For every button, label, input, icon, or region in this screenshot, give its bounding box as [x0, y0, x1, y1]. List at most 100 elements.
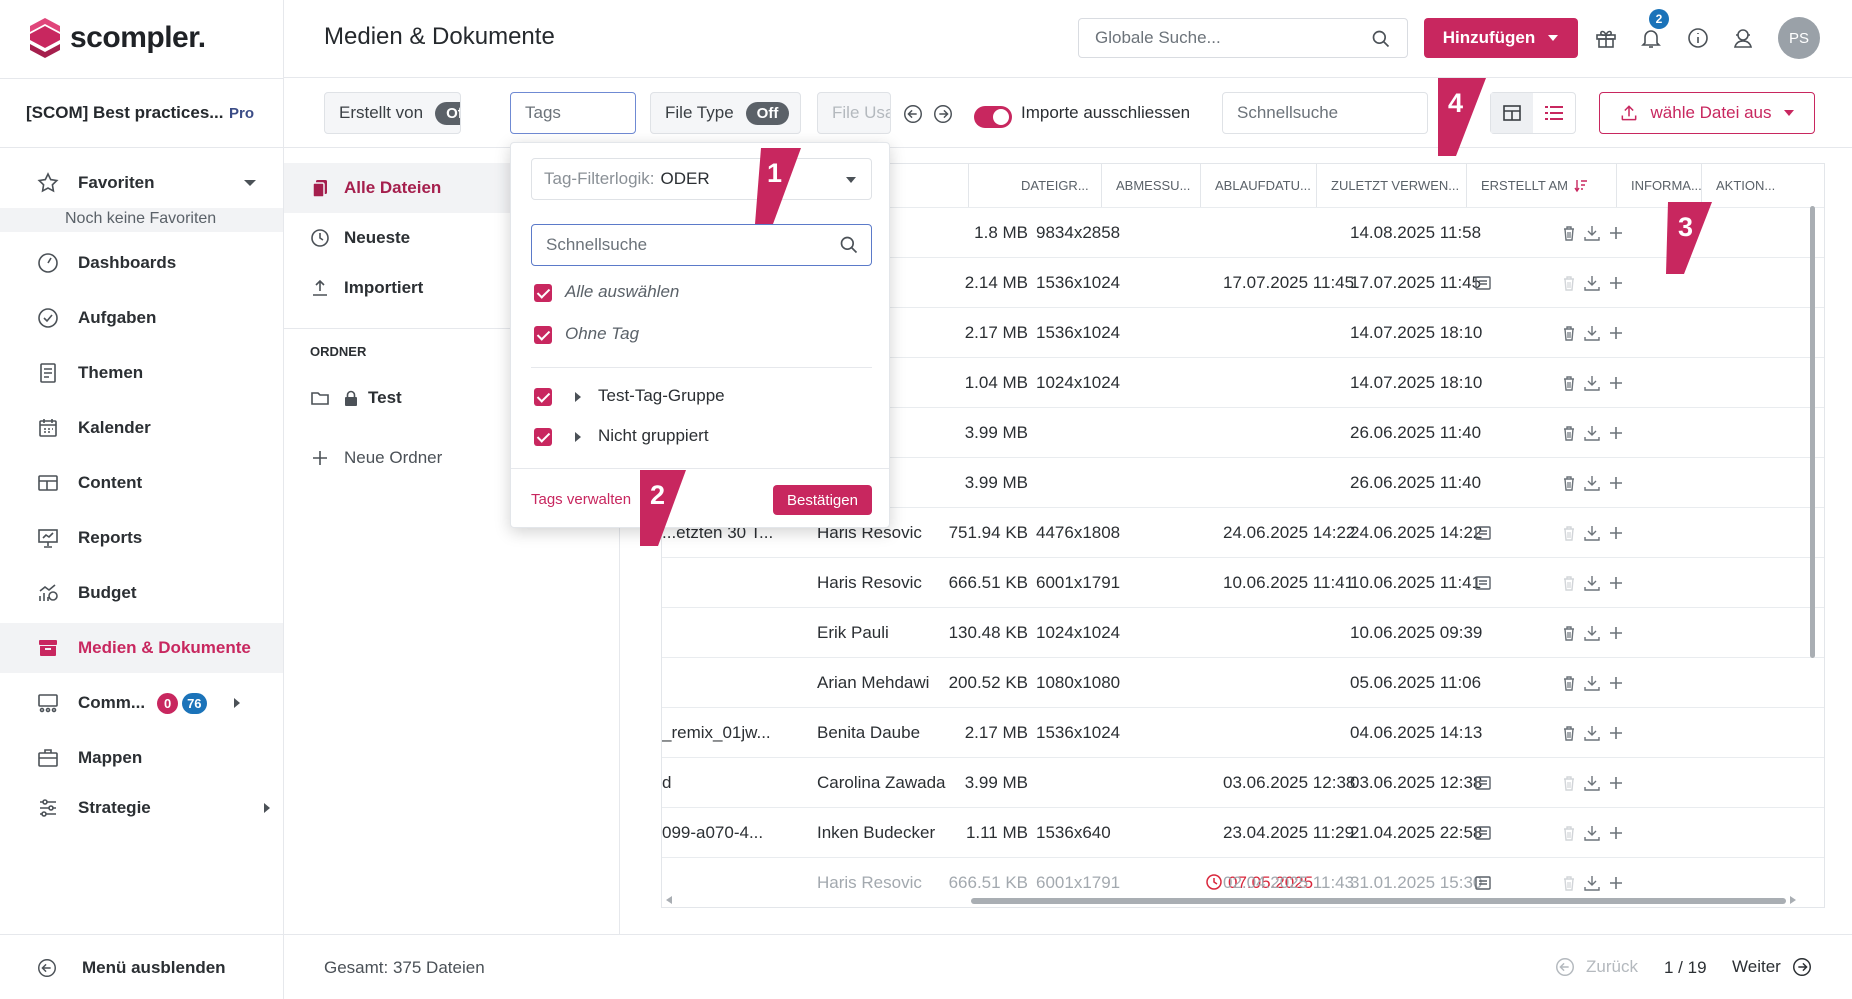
download-icon[interactable]: [1583, 524, 1601, 542]
file-info-icon[interactable]: [1474, 774, 1492, 792]
search-icon[interactable]: [1371, 29, 1391, 49]
delete-icon[interactable]: [1560, 624, 1578, 642]
sidebar-item-medien[interactable]: Medien & Dokumente: [0, 623, 283, 673]
add-icon[interactable]: [1607, 474, 1625, 492]
folder-item-test[interactable]: Test: [284, 373, 620, 423]
download-icon[interactable]: [1583, 774, 1601, 792]
tag-filter-logic-select[interactable]: Tag-Filterlogik: ODER: [531, 158, 872, 200]
global-search[interactable]: [1078, 18, 1408, 58]
sort-desc-icon[interactable]: [1574, 179, 1588, 193]
exclude-imports-toggle[interactable]: [974, 106, 1012, 128]
info-icon[interactable]: [1686, 26, 1710, 50]
delete-icon[interactable]: [1560, 674, 1578, 692]
download-icon[interactable]: [1583, 324, 1601, 342]
download-icon[interactable]: [1583, 874, 1601, 892]
logo[interactable]: scompler.: [26, 14, 206, 62]
table-row[interactable]: Erik Pauli 130.48 KB 1024x1024 10.06.2025 0…: [662, 607, 1824, 657]
add-icon[interactable]: [1607, 824, 1625, 842]
chevron-down-icon[interactable]: [243, 178, 257, 188]
add-icon[interactable]: [1607, 424, 1625, 442]
download-icon[interactable]: [1583, 224, 1601, 242]
delete-icon[interactable]: [1560, 374, 1578, 392]
file-info-icon[interactable]: [1474, 824, 1492, 842]
add-icon[interactable]: [1607, 374, 1625, 392]
delete-icon[interactable]: [1560, 224, 1578, 242]
scroll-left-icon[interactable]: [902, 103, 924, 125]
select-all-checkbox[interactable]: [534, 284, 552, 302]
sidebar-item-favorites[interactable]: Favoriten: [0, 158, 283, 208]
file-info-icon[interactable]: [1474, 874, 1492, 892]
collapse-menu[interactable]: Menü ausblenden: [0, 934, 283, 999]
add-icon[interactable]: [1607, 674, 1625, 692]
quick-search-input[interactable]: [1223, 93, 1419, 133]
download-icon[interactable]: [1583, 724, 1601, 742]
download-icon[interactable]: [1583, 374, 1601, 392]
view-list-button[interactable]: [1533, 93, 1575, 133]
tag-search-input[interactable]: [532, 225, 822, 265]
add-icon[interactable]: [1607, 524, 1625, 542]
next-page-button[interactable]: Weiter: [1732, 956, 1813, 978]
column-header[interactable]: ABLAUFDATU...: [1201, 164, 1317, 207]
add-icon[interactable]: [1607, 574, 1625, 592]
sidebar-item-community[interactable]: Comm... 0 76: [0, 678, 283, 728]
add-icon[interactable]: [1607, 624, 1625, 642]
sidebar-item-themen[interactable]: Themen: [0, 348, 283, 398]
sidebar-item-aufgaben[interactable]: Aufgaben: [0, 293, 283, 343]
column-header[interactable]: AKTION...: [1702, 164, 1824, 207]
scroll-left-arrow-icon[interactable]: [664, 895, 674, 905]
file-info-icon[interactable]: [1474, 524, 1492, 542]
tag-group-checkbox[interactable]: [534, 428, 552, 446]
file-info-icon[interactable]: [1474, 274, 1492, 292]
delete-icon[interactable]: [1560, 274, 1578, 292]
table-row[interactable]: Haris Resovic 666.51 KB 6001x1791 10.06.202…: [662, 557, 1824, 607]
sidebar-item-strategie[interactable]: Strategie: [0, 783, 283, 833]
upload-file-button[interactable]: wähle Datei aus: [1599, 92, 1815, 134]
folder-nav-newest[interactable]: Neueste: [284, 213, 620, 263]
add-icon[interactable]: [1607, 324, 1625, 342]
horizontal-scrollbar[interactable]: [971, 898, 1786, 904]
tag-search[interactable]: [531, 224, 872, 266]
download-icon[interactable]: [1583, 624, 1601, 642]
avatar[interactable]: PS: [1778, 17, 1820, 59]
confirm-button[interactable]: Bestätigen: [773, 485, 872, 515]
table-row[interactable]: 099-a070-4... Inken Budecker 1.11 MB 1536x6…: [662, 807, 1824, 857]
new-folder-button[interactable]: Neue Ordner: [284, 433, 620, 483]
delete-icon[interactable]: [1560, 574, 1578, 592]
add-icon[interactable]: [1607, 274, 1625, 292]
notifications[interactable]: 2: [1639, 9, 1669, 52]
sidebar-item-mappen[interactable]: Mappen: [0, 733, 283, 783]
filter-file-usage[interactable]: File Usage: [817, 92, 891, 134]
sidebar-item-kalender[interactable]: Kalender: [0, 403, 283, 453]
add-icon[interactable]: [1607, 224, 1625, 242]
delete-icon[interactable]: [1560, 424, 1578, 442]
filter-tags[interactable]: Tags: [510, 92, 636, 134]
column-header[interactable]: ABMESSU...: [1102, 164, 1201, 207]
view-table-button[interactable]: [1491, 93, 1533, 133]
add-button[interactable]: Hinzufügen: [1424, 18, 1578, 58]
column-header[interactable]: ERSTELLT AM: [1467, 164, 1617, 207]
table-row[interactable]: Haris Resovic 666.51 KB 6001x1791 07.05.202…: [662, 857, 1824, 907]
download-icon[interactable]: [1583, 574, 1601, 592]
prev-page-button[interactable]: Zurück: [1554, 956, 1638, 978]
table-row[interactable]: d Carolina Zawada 3.99 MB 03.06.2025 12:38 0…: [662, 757, 1824, 807]
global-search-input[interactable]: [1079, 19, 1349, 57]
filter-created-by[interactable]: Erstellt von Off: [324, 92, 461, 134]
sidebar-item-dashboards[interactable]: Dashboards: [0, 238, 283, 288]
support-icon[interactable]: [1731, 26, 1755, 50]
file-info-icon[interactable]: [1474, 574, 1492, 592]
add-icon[interactable]: [1607, 774, 1625, 792]
folder-nav-imported[interactable]: Importiert: [284, 263, 620, 313]
scroll-right-icon[interactable]: [932, 103, 954, 125]
filter-file-type[interactable]: File Type Off: [650, 92, 801, 134]
delete-icon[interactable]: [1560, 824, 1578, 842]
sidebar-item-budget[interactable]: Budget: [0, 568, 283, 618]
delete-icon[interactable]: [1560, 524, 1578, 542]
expand-triangle-icon[interactable]: [575, 392, 581, 402]
download-icon[interactable]: [1583, 424, 1601, 442]
workspace-selector[interactable]: [SCOM] Best practices... Pro: [0, 78, 283, 148]
download-icon[interactable]: [1583, 474, 1601, 492]
delete-icon[interactable]: [1560, 724, 1578, 742]
column-header[interactable]: ZULETZT VERWEN...: [1317, 164, 1467, 207]
